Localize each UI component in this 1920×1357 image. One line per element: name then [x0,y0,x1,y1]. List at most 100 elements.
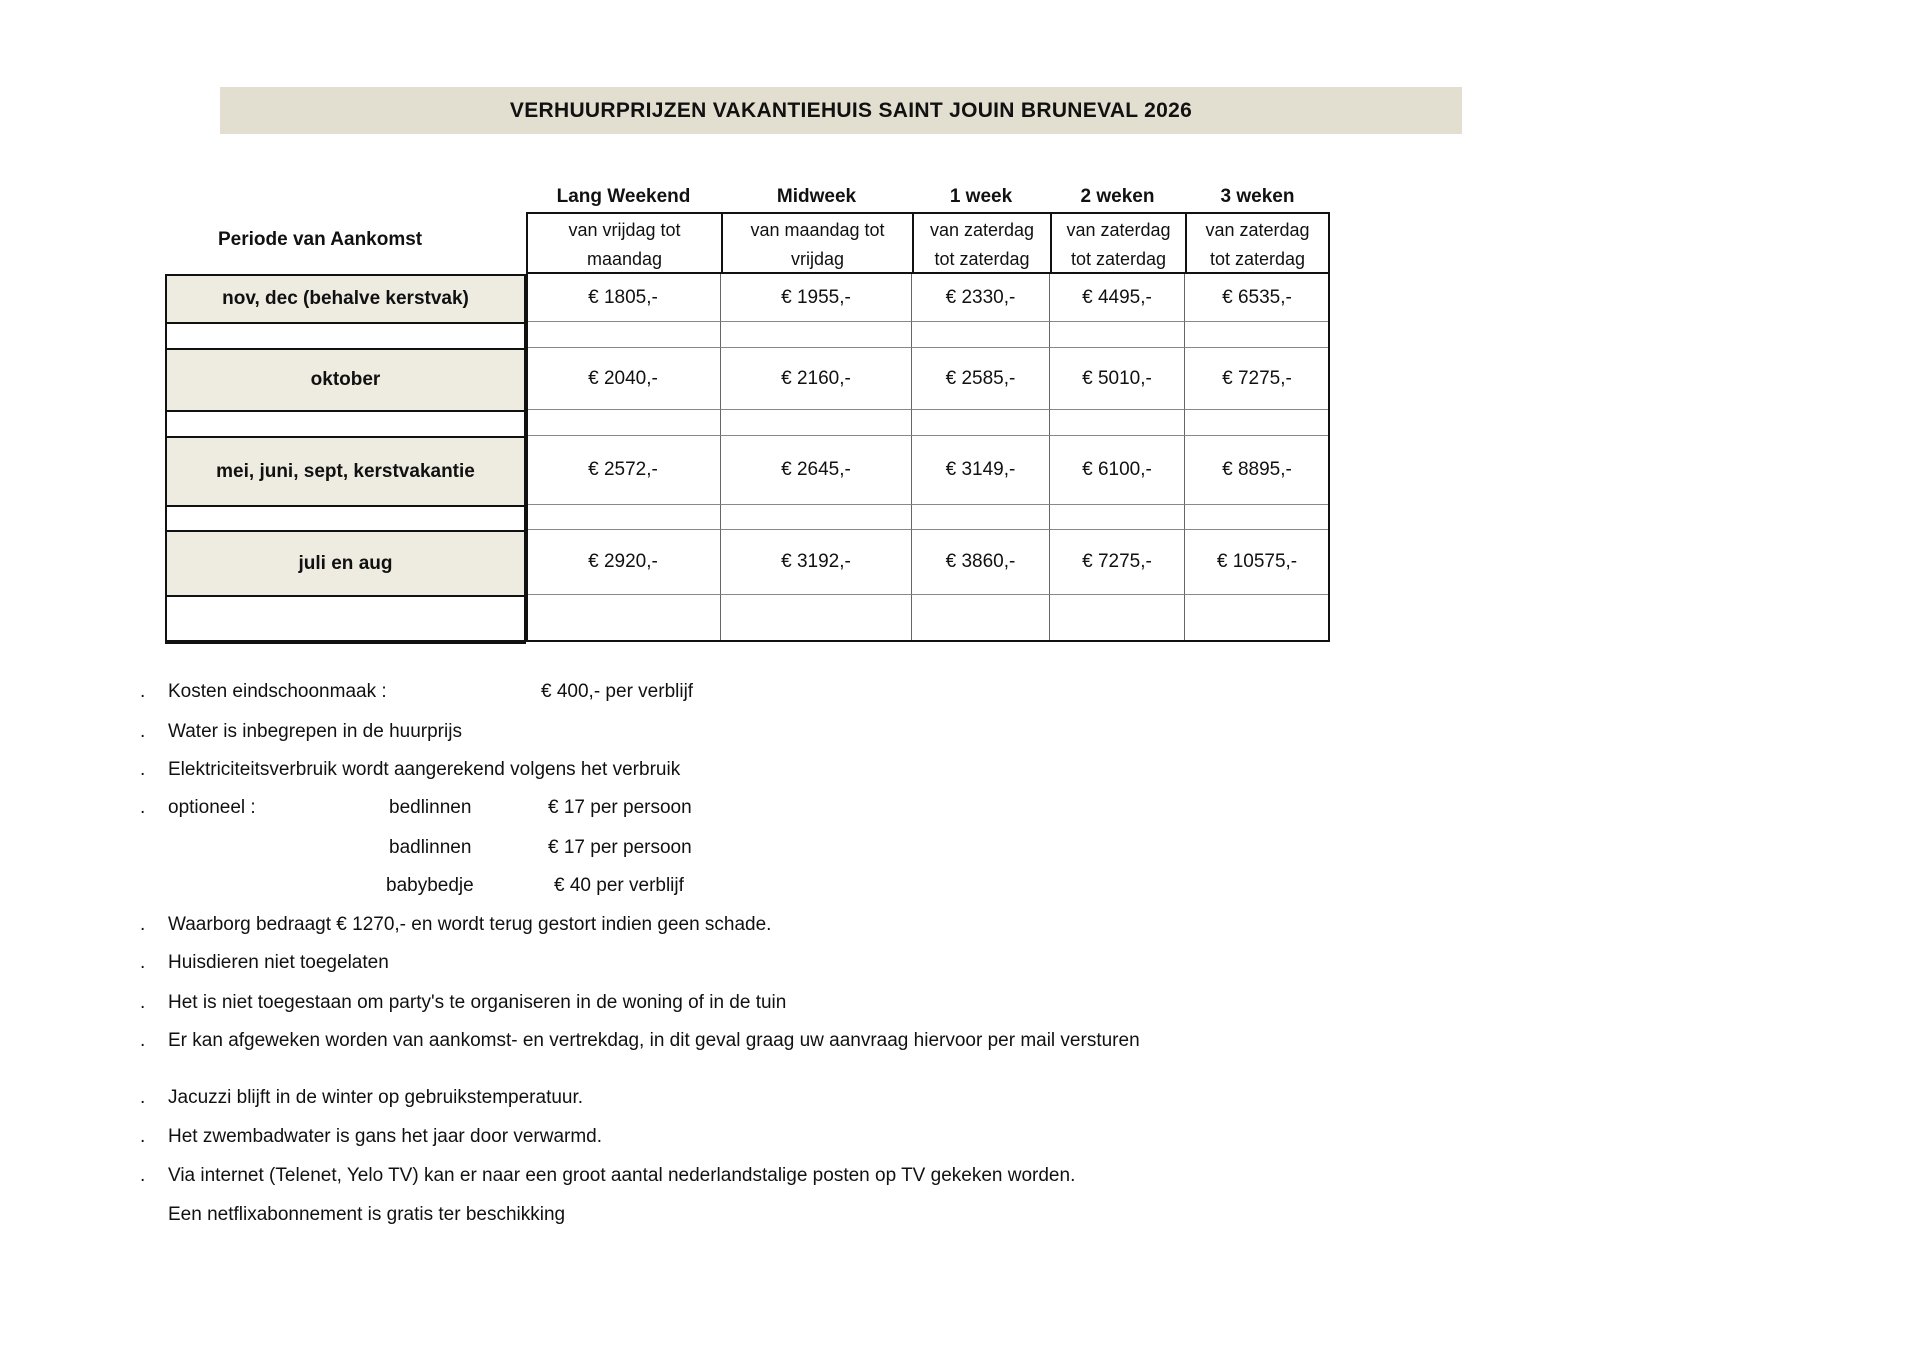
column-header: Lang Weekend [556,186,691,207]
column-subheader: van zaterdag tot zaterdag [912,212,1052,274]
bullet: . [140,759,146,780]
empty-cell [526,595,721,642]
price-cell: € 10575,- [1185,530,1330,595]
empty-cell [1185,595,1330,642]
price-cell: € 7275,- [1185,348,1330,410]
price: € 1955,- [781,286,851,308]
sub-line: van maandag tot [750,220,885,240]
price: € 2160,- [781,367,851,389]
price-cell: € 2330,- [912,274,1050,322]
price: € 3192,- [781,551,851,572]
note-text: bedlinnen [389,797,472,818]
price-cell: € 1955,- [721,274,912,322]
sub-line: tot zaterdag [934,249,1030,269]
price-cell: € 2645,- [721,436,912,505]
price: € 1805,- [588,286,658,308]
column-header: 3 weken [1220,186,1295,207]
sub-line: van zaterdag [1205,220,1310,240]
sub-line: maandag [586,249,663,269]
empty-cell [912,322,1050,348]
empty-cell [912,410,1050,436]
price: € 2572,- [588,459,658,480]
divider [1328,212,1330,642]
price-cell: € 4495,- [1050,274,1185,322]
empty-cell [1050,505,1185,530]
note-text: Elektriciteitsverbruik wordt aangerekend… [168,759,681,780]
period-cell: nov, dec (behalve kerstvak) [165,274,526,324]
sub-line: tot zaterdag [1209,249,1306,269]
price: € 2645,- [781,459,851,480]
spacer-cell [165,595,526,644]
empty-cell [526,410,721,436]
bullet: . [140,914,146,935]
price-cell: € 2040,- [526,348,721,410]
sub-line: van zaterdag [1066,220,1171,240]
price-cell: € 2160,- [721,348,912,410]
price-cell: € 3860,- [912,530,1050,595]
bullet: . [140,1087,146,1108]
period-label: juli en aug [298,552,393,574]
note-text: Het zwembadwater is gans het jaar door v… [168,1126,603,1147]
bullet: . [140,952,146,973]
price: € 2585,- [945,367,1016,389]
price: € 2040,- [588,367,658,389]
note-text: Kosten eindschoonmaak : [168,681,387,702]
price-cell: € 3149,- [912,436,1050,505]
sub-line: van vrijdag tot [568,220,681,240]
bullet: . [140,797,146,818]
column-subheader: van vrijdag tot maandag [526,212,723,274]
price: € 3149,- [945,459,1016,480]
price-cell: € 6535,- [1185,274,1330,322]
empty-cell [1185,410,1330,436]
price: € 7275,- [1082,551,1152,572]
divider [526,212,528,642]
price-cell: € 2585,- [912,348,1050,410]
column-header: 2 weken [1080,186,1155,207]
note-text: € 17 per persoon [548,797,692,818]
page-title: VERHUURPRIJZEN VAKANTIEHUIS SAINT JOUIN … [509,98,1193,122]
divider [165,640,1330,642]
page-title-bar: VERHUURPRIJZEN VAKANTIEHUIS SAINT JOUIN … [220,87,1462,134]
period-cell: mei, juni, sept, kerstvakantie [165,436,526,507]
note-text: Water is inbegrepen in de huurprijs [168,721,462,742]
empty-cell [721,595,912,642]
empty-cell [1185,505,1330,530]
note-text: € 17 per persoon [548,837,692,858]
price-cell: € 1805,- [526,274,721,322]
column-subheader: van maandag tot vrijdag [721,212,914,274]
sub-line: vrijdag [790,249,845,269]
price: € 2920,- [588,551,658,572]
divider [526,272,1330,274]
note-text: Jacuzzi blijft in de winter op gebruikst… [168,1087,584,1108]
price-cell: € 2920,- [526,530,721,595]
empty-cell [912,505,1050,530]
column-header: Midweek [776,186,857,207]
period-cell: juli en aug [165,530,526,597]
price-cell: € 2572,- [526,436,721,505]
note-text: € 40 per verblijf [554,875,684,896]
empty-cell [1050,322,1185,348]
period-label: nov, dec (behalve kerstvak) [222,288,469,309]
price-cell: € 6100,- [1050,436,1185,505]
price-cell: € 3192,- [721,530,912,595]
empty-cell [1050,410,1185,436]
spacer-cell [165,410,526,438]
period-label: oktober [310,369,381,390]
bullet: . [140,721,146,742]
empty-cell [526,505,721,530]
price-cell: € 5010,- [1050,348,1185,410]
empty-cell [721,410,912,436]
empty-cell [721,322,912,348]
empty-cell [721,505,912,530]
price: € 6535,- [1222,286,1292,308]
note-text: Een netflixabonnement is gratis ter besc… [168,1204,566,1225]
spacer-cell [165,322,526,350]
bullet: . [140,1126,146,1147]
sub-line: tot zaterdag [1070,249,1167,269]
note-text: babybedje [386,875,474,896]
sub-line: van zaterdag [929,220,1035,240]
price: € 5010,- [1082,367,1152,389]
bullet: . [140,1165,146,1186]
note-text: € 400,- per verblijf [541,681,694,702]
price: € 6100,- [1082,459,1152,480]
